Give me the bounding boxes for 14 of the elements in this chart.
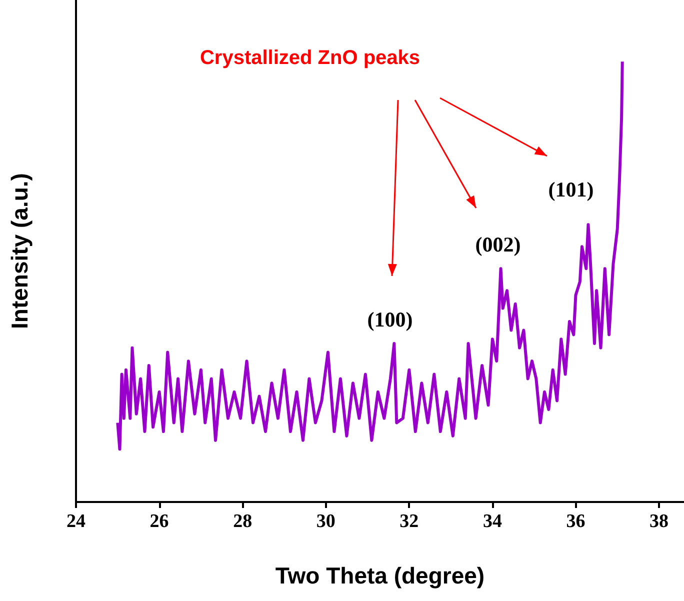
- annotation: (101): [548, 178, 594, 202]
- annotation: (100): [367, 308, 413, 332]
- x-tick-label: 34: [482, 511, 502, 532]
- x-tick-label: 36: [566, 511, 586, 532]
- x-tick-label: 30: [316, 511, 336, 532]
- x-tick-label: 32: [400, 511, 419, 532]
- x-axis-title: Two Theta (degree): [275, 562, 485, 588]
- annotation: Crystallized ZnO peaks: [200, 47, 420, 69]
- y-axis-title: Intensity (a.u.): [6, 173, 32, 329]
- x-tick-label: 26: [150, 511, 169, 532]
- annotation: (002): [475, 232, 521, 256]
- x-tick-label: 28: [233, 511, 252, 532]
- x-tick-label: 38: [650, 511, 669, 532]
- x-tick-label: 24: [66, 511, 86, 532]
